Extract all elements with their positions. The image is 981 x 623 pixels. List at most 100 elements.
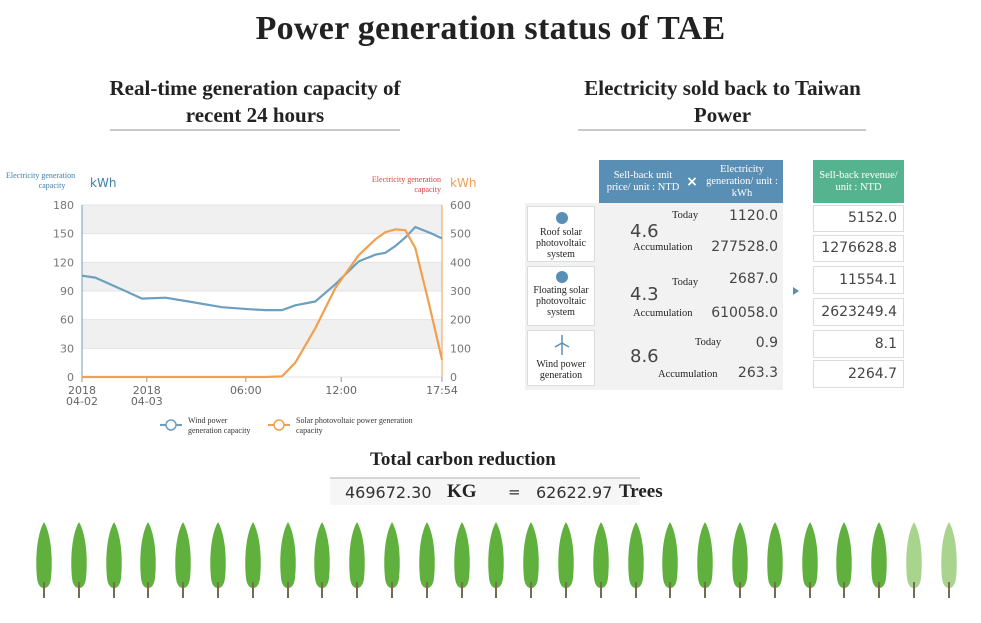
left-tick-label: 150 bbox=[53, 228, 74, 241]
left-axis-label-2: capacity bbox=[39, 181, 66, 190]
x-tick-label: 2018 bbox=[133, 384, 161, 397]
left-axis-unit: kWh bbox=[90, 176, 116, 190]
x-tick-label: 2018 bbox=[68, 384, 96, 397]
legend-swatch-marker bbox=[165, 419, 177, 431]
wind-price: 8.6 bbox=[630, 346, 659, 367]
floating-solar-accum-label: Accumulation bbox=[633, 308, 693, 319]
carbon-divider bbox=[330, 477, 640, 479]
right-tick-label: 300 bbox=[450, 285, 471, 298]
chart-title-line1: Real-time generation capacity of bbox=[109, 76, 401, 100]
wind-accum-gen: 263.3 bbox=[737, 365, 778, 381]
header-generation: Electricity generation/ unit : kWh bbox=[706, 164, 778, 199]
header-unit-price: Sell-back unit price/ unit : NTD bbox=[606, 170, 680, 193]
sellback-title-divider bbox=[578, 129, 866, 131]
left-tick-label: 0 bbox=[67, 371, 74, 384]
sellback-title-line2: Power bbox=[693, 103, 752, 127]
series-line-solar bbox=[82, 228, 444, 379]
legend-label-wind: Wind power bbox=[188, 416, 228, 425]
right-tick-label: 200 bbox=[450, 314, 471, 327]
tree-icon bbox=[732, 522, 748, 598]
wind-today-label: Today bbox=[695, 337, 722, 348]
floating-solar-today-rev: 11554.1 bbox=[813, 266, 904, 294]
tree-icon bbox=[349, 522, 365, 598]
x-tick-label: 04-02 bbox=[66, 395, 98, 408]
wind-today-rev: 8.1 bbox=[813, 330, 904, 358]
roof-solar-label: Roof solar photovoltaic system bbox=[536, 227, 586, 260]
multiply-sign: × bbox=[686, 174, 698, 190]
grid-band bbox=[82, 319, 442, 349]
tree-icon bbox=[767, 522, 783, 598]
right-tick-label: 100 bbox=[450, 342, 471, 355]
wind-label: Wind power generation bbox=[536, 359, 586, 381]
chart-section-title: Real-time generation capacity of recent … bbox=[70, 75, 440, 129]
series-line-wind bbox=[81, 225, 443, 312]
wind-turbine-icon bbox=[554, 335, 570, 355]
left-tick-label: 30 bbox=[60, 342, 74, 355]
x-tick-label: 06:00 bbox=[230, 384, 262, 397]
roof-solar-today-gen: 1120.0 bbox=[729, 208, 778, 224]
right-axis-label-2: capacity bbox=[414, 185, 441, 194]
floating-solar-price: 4.3 bbox=[630, 284, 659, 305]
carbon-equals: = bbox=[508, 483, 521, 501]
sellback-section-title: Electricity sold back to Taiwan Power bbox=[545, 75, 900, 129]
arrow-right-icon bbox=[793, 287, 799, 295]
tree-icon bbox=[245, 522, 261, 598]
tree-icon bbox=[384, 522, 400, 598]
tree-icon bbox=[662, 522, 679, 598]
header-revenue: Sell-back revenue/ unit : NTD bbox=[813, 160, 904, 203]
right-tick-label: 400 bbox=[450, 256, 471, 269]
table-header-blue bbox=[599, 160, 783, 203]
wind-accum-rev: 2264.7 bbox=[813, 360, 904, 388]
carbon-trees-unit: Trees bbox=[619, 481, 663, 502]
tree-icon bbox=[314, 522, 331, 598]
tree-icon bbox=[453, 522, 470, 598]
right-tick-label: 600 bbox=[450, 199, 471, 212]
tree-icon bbox=[36, 522, 52, 598]
tree-icon bbox=[558, 522, 574, 598]
tree-icon-faded bbox=[941, 522, 957, 598]
right-axis-label: Electricity generation bbox=[372, 175, 441, 184]
left-axis-label: Electricity generation bbox=[6, 171, 75, 180]
left-tick-label: 60 bbox=[60, 314, 74, 327]
legend-swatch-marker bbox=[273, 419, 285, 431]
left-tick-label: 90 bbox=[60, 285, 74, 298]
tree-icon bbox=[697, 522, 713, 598]
grid-band bbox=[82, 205, 442, 234]
roof-solar-price: 4.6 bbox=[630, 221, 659, 242]
row-label-floating-solar: Floating solar photovoltaic system bbox=[527, 266, 595, 326]
x-tick-label: 04-03 bbox=[131, 395, 163, 408]
roof-solar-today-label: Today bbox=[672, 210, 699, 221]
floating-solar-today-gen: 2687.0 bbox=[729, 271, 778, 287]
tree-icon bbox=[801, 522, 818, 598]
roof-solar-accum-gen: 277528.0 bbox=[711, 239, 778, 255]
tree-row bbox=[0, 512, 981, 617]
carbon-value-bar bbox=[330, 479, 640, 505]
page-title: Power generation status of TAE bbox=[255, 10, 726, 47]
wind-today-gen: 0.9 bbox=[755, 335, 778, 351]
right-tick-label: 0 bbox=[450, 371, 457, 384]
roof-solar-icon bbox=[556, 212, 568, 224]
chart-title-line2: recent 24 hours bbox=[185, 103, 325, 127]
tree-icon bbox=[71, 522, 87, 598]
carbon-kg-unit: KG bbox=[447, 481, 477, 502]
tree-icon bbox=[140, 522, 157, 598]
legend-label-wind-2: generation capacity bbox=[188, 426, 250, 435]
chart-title-divider bbox=[110, 129, 400, 131]
roof-solar-accum-rev: 1276628.8 bbox=[813, 235, 904, 262]
carbon-title: Total carbon reduction bbox=[370, 449, 556, 470]
tree-icon bbox=[871, 522, 887, 598]
roof-solar-accum-label: Accumulation bbox=[633, 242, 693, 253]
left-tick-label: 180 bbox=[53, 199, 74, 212]
floating-solar-label: Floating solar photovoltaic system bbox=[533, 285, 589, 318]
grid-band bbox=[82, 262, 442, 291]
x-tick-label: 12:00 bbox=[325, 384, 357, 397]
right-tick-label: 500 bbox=[450, 228, 471, 241]
sellback-title-line1: Electricity sold back to Taiwan bbox=[584, 76, 861, 100]
floating-solar-icon bbox=[556, 271, 568, 283]
generation-chart: 0 30 60 90 120 150 180 0 100 200 300 400 500 600 Elect… bbox=[6, 171, 476, 435]
tree-icon bbox=[175, 522, 191, 598]
carbon-trees-value: 62622.97 bbox=[536, 483, 613, 502]
tree-icon bbox=[279, 522, 296, 598]
wind-accum-label: Accumulation bbox=[658, 369, 718, 380]
tree-icon bbox=[105, 522, 122, 598]
